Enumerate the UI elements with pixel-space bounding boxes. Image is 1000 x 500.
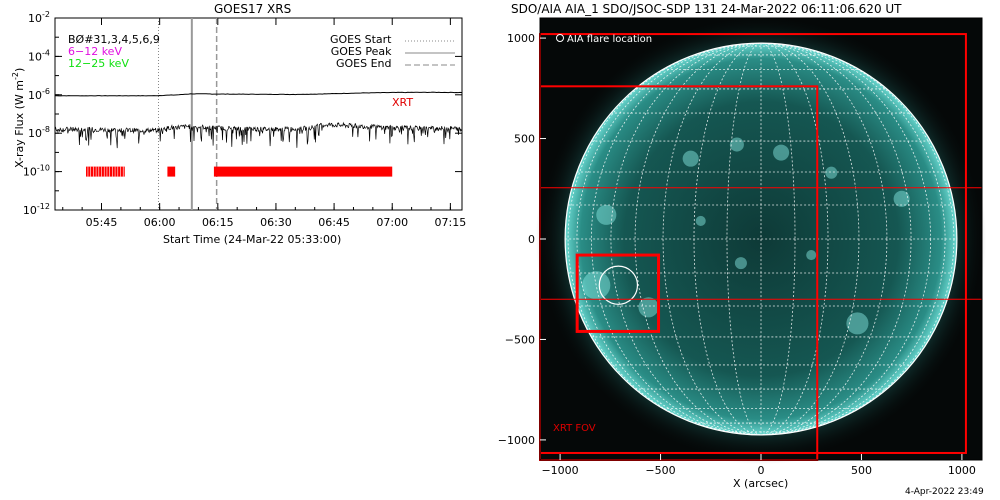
xrt-coverage-bar bbox=[213, 166, 393, 177]
goes-xtick-label: 06:00 bbox=[144, 216, 176, 229]
xrt-coverage-bar bbox=[86, 166, 125, 177]
aia-xtick-label: −500 bbox=[645, 464, 675, 477]
active-region bbox=[825, 166, 838, 179]
active-region bbox=[734, 257, 747, 270]
active-region bbox=[846, 312, 869, 335]
goes-series-long bbox=[54, 91, 463, 97]
active-region bbox=[682, 150, 699, 167]
solar-limb bbox=[564, 42, 958, 436]
aia-xrt-fov-label: XRT FOV bbox=[553, 423, 596, 434]
legend-goes-start: GOES Start bbox=[330, 33, 392, 46]
goes-chart: 10-2 10-4 10-6 10-8 10-10 10-12 05:45 06:00 06:1… bbox=[23, 10, 467, 229]
aia-xtick-label: 0 bbox=[758, 464, 765, 477]
goes-xtick-label: 05:45 bbox=[86, 216, 118, 229]
goes-xtick-label: 06:45 bbox=[318, 216, 350, 229]
goes-ytick-label: 10-12 bbox=[23, 202, 50, 217]
legend-channel-3: 12−25 keV bbox=[68, 57, 129, 70]
goes-title: GOES17 XRS bbox=[214, 2, 292, 16]
longitude-line bbox=[693, 43, 829, 435]
goes-xrt-label: XRT bbox=[392, 96, 414, 109]
active-region bbox=[729, 137, 744, 152]
legend-goes-end: GOES End bbox=[335, 57, 392, 70]
goes-series-short bbox=[54, 121, 462, 149]
longitude-line bbox=[634, 43, 888, 435]
legend-channel-1: BØ#31,3,4,5,6,9 bbox=[68, 33, 160, 46]
flare-location-marker-icon bbox=[556, 34, 564, 42]
longitude-line bbox=[610, 43, 912, 435]
aia-ytick-label: 1000 bbox=[507, 32, 535, 45]
goes-xtick-label: 07:15 bbox=[435, 216, 467, 229]
goes-xtick-label: 06:15 bbox=[202, 216, 234, 229]
heliographic-grid bbox=[565, 43, 957, 435]
aia-ytick-label: −1000 bbox=[498, 434, 535, 447]
goes-ytick-label: 10-2 bbox=[28, 10, 50, 25]
aia-ytick-label: 0 bbox=[528, 233, 535, 246]
goes-ytick-label: 10-6 bbox=[28, 87, 50, 102]
longitude-line bbox=[567, 43, 955, 435]
aia-xtick-label: −1000 bbox=[541, 464, 578, 477]
active-region bbox=[695, 215, 706, 226]
goes-ytick-label: 10-8 bbox=[28, 125, 50, 140]
goes-legend-channels: BØ#31,3,4,5,6,9 6−12 keV 12−25 keV bbox=[68, 34, 160, 70]
aia-title: SDO/AIA AIA_1 SDO/JSOC-SDP 131 24-Mar-20… bbox=[511, 2, 902, 16]
active-region bbox=[638, 297, 659, 318]
footer-date: 4-Apr-2022 23:49 bbox=[905, 487, 984, 497]
aia-ytick-label: −500 bbox=[505, 333, 535, 346]
goes-ytick-label: 10-4 bbox=[28, 48, 50, 63]
goes-legend-events: GOES Start GOES Peak GOES End bbox=[330, 34, 391, 70]
aia-ytick-label: 500 bbox=[514, 133, 535, 146]
xrt-coverage-bar bbox=[167, 166, 176, 177]
longitude-line bbox=[726, 43, 796, 435]
goes-xlabel: Start Time (24-Mar-22 05:33:00) bbox=[163, 233, 342, 246]
active-region bbox=[773, 144, 790, 161]
aia-xtick-label: 500 bbox=[851, 464, 872, 477]
goes-xtick-label: 06:30 bbox=[260, 216, 292, 229]
goes-ytick-label: 10-10 bbox=[23, 164, 50, 179]
active-region bbox=[893, 190, 910, 207]
goes-xtick-label: 07:00 bbox=[376, 216, 408, 229]
aia-legend: AIA flare location bbox=[556, 34, 652, 46]
longitude-line bbox=[590, 43, 932, 435]
xrt-fov-box bbox=[575, 253, 661, 333]
active-region bbox=[596, 204, 617, 225]
longitude-line bbox=[662, 43, 860, 435]
active-region bbox=[806, 250, 817, 261]
sun-disk bbox=[565, 43, 957, 435]
legend-goes-peak: GOES Peak bbox=[330, 45, 392, 58]
flare-location-circle bbox=[598, 265, 639, 305]
aia-xlabel: X (arcsec) bbox=[733, 477, 789, 490]
aia-xtick-label: 1000 bbox=[948, 464, 976, 477]
legend-channel-2: 6−12 keV bbox=[68, 45, 122, 58]
longitude-line bbox=[576, 43, 946, 435]
